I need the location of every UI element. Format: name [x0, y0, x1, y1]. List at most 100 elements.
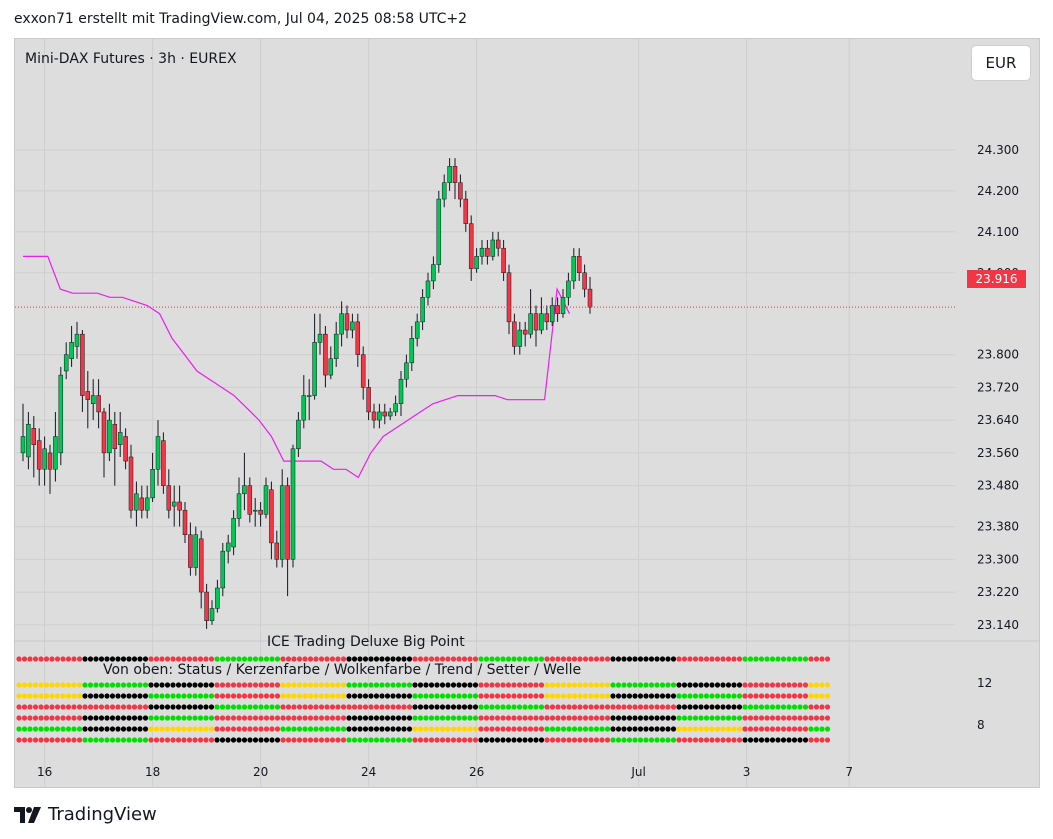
indicator-dot [76, 704, 83, 710]
indicator-dot [445, 726, 451, 732]
indicator-dot [21, 693, 28, 699]
indicator-dot [670, 656, 677, 662]
y-tick-label: 24.100 [977, 225, 1019, 239]
indicator-dot [115, 693, 121, 699]
indicator-dot [698, 726, 704, 732]
indicator-dot [329, 704, 336, 710]
indicator-dot [621, 704, 627, 710]
indicator-dot [434, 682, 440, 688]
candle-body [323, 333, 328, 376]
indicator-dot [170, 656, 176, 662]
indicator-dot [291, 693, 297, 699]
indicator-dot [65, 656, 72, 662]
indicator-dot [335, 656, 341, 662]
indicator-dot [104, 737, 110, 743]
indicator-dot [417, 704, 424, 710]
indicator-dot [681, 715, 688, 721]
indicator-dot [412, 693, 418, 699]
indicator-dot [555, 737, 561, 743]
indicator-dot [82, 656, 88, 662]
indicator-dot [368, 656, 374, 662]
indicator-dot [489, 656, 495, 662]
indicator-dot [27, 682, 33, 688]
indicator-dot [274, 656, 281, 662]
indicator-dot [203, 737, 209, 743]
indicator-dot [659, 726, 666, 732]
indicator-dot [714, 656, 721, 662]
symbol-title[interactable]: Mini-DAX Futures · 3h · EUREX [25, 51, 237, 67]
indicator-dot [714, 693, 721, 699]
candle-body [571, 256, 577, 282]
candle-body [193, 534, 199, 568]
candle-body [31, 428, 37, 445]
indicator-dot [43, 693, 50, 699]
indicator-dot [346, 704, 352, 710]
y-tick-label: 23.560 [977, 446, 1019, 460]
indicator-dot [274, 693, 281, 699]
indicator-dot [461, 682, 468, 688]
currency-button[interactable]: EUR [971, 45, 1031, 81]
candle-body [360, 354, 366, 388]
indicator-dot [516, 704, 523, 710]
indicator-dot [115, 715, 121, 721]
indicator-dot [307, 704, 314, 710]
indicator-dot [593, 704, 600, 710]
candle-body [544, 313, 550, 323]
indicator-dot [786, 726, 792, 732]
indicator-dot [654, 704, 660, 710]
indicator-dot [445, 693, 451, 699]
indicator-dot [808, 682, 814, 688]
indicator-dot [560, 656, 567, 662]
indicator-dot [516, 715, 523, 721]
indicator-dot [324, 726, 330, 732]
indicator-dot [780, 693, 787, 699]
candle-body [134, 493, 139, 511]
indicator-dot [423, 737, 429, 743]
indicator-dot [472, 693, 479, 699]
indicator-dot [302, 704, 308, 710]
indicator-dot [538, 682, 545, 688]
indicator-dot [725, 656, 732, 662]
candle-body [258, 509, 263, 515]
indicator-dot [54, 682, 61, 688]
indicator-dot [538, 693, 545, 699]
indicator-dot [32, 682, 39, 688]
indicator-dot [461, 737, 468, 743]
indicator-dot [753, 737, 759, 743]
indicator-dot [280, 704, 286, 710]
indicator-dot [522, 682, 528, 688]
candle-body [533, 313, 539, 331]
indicator-dot [142, 682, 149, 688]
indicator-dot [687, 715, 693, 721]
indicator-dot [208, 704, 215, 710]
indicator-dot [159, 726, 165, 732]
footer[interactable]: TradingView [14, 804, 157, 825]
indicator-dot [500, 693, 506, 699]
indicator-dot [269, 656, 275, 662]
indicator-dot [659, 682, 666, 688]
indicator-title[interactable]: ICE Trading Deluxe Big Point [267, 634, 465, 650]
y-tick-label: 23.380 [977, 520, 1019, 534]
indicator-dot [610, 704, 616, 710]
indicator-dot [368, 704, 374, 710]
indicator-dot [456, 704, 462, 710]
indicator-dot [813, 656, 820, 662]
indicator-dot [285, 715, 292, 721]
indicator-dot [599, 715, 605, 721]
indicator-dot [434, 693, 440, 699]
indicator-dot [549, 737, 556, 743]
indicator-dot [659, 737, 666, 743]
indicator-dot [21, 656, 28, 662]
candle-body [155, 436, 161, 470]
indicator-dot [406, 726, 413, 732]
indicator-dot [27, 693, 33, 699]
indicator-dot [478, 704, 484, 710]
indicator-dot [681, 682, 688, 688]
indicator-dot [362, 737, 369, 743]
x-tick-label: 24 [361, 765, 376, 779]
indicator-dot [258, 737, 264, 743]
chart-frame[interactable]: 24.30024.20024.10024.00023.80023.72023.6… [14, 38, 1040, 788]
indicator-dot [38, 693, 44, 699]
indicator-dot [753, 693, 759, 699]
indicator-dot [604, 726, 611, 732]
